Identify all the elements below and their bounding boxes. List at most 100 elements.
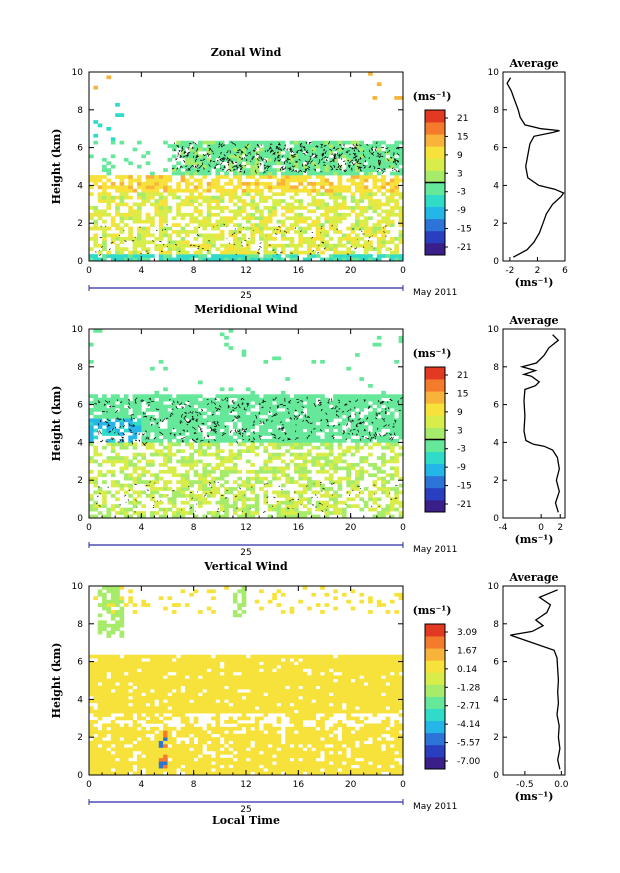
heatmap-cell bbox=[102, 654, 107, 659]
contour-segment bbox=[251, 486, 253, 488]
heatmap-cell bbox=[250, 394, 256, 399]
heatmap-cell bbox=[158, 257, 164, 262]
heatmap-cell bbox=[241, 254, 247, 258]
contour-segment bbox=[140, 399, 143, 402]
heatmap-cell bbox=[293, 219, 299, 224]
heatmap-cell bbox=[324, 188, 330, 193]
contour-segment bbox=[393, 432, 396, 436]
heatmap-cell bbox=[355, 236, 360, 241]
contour-segment bbox=[304, 160, 308, 163]
heatmap-cell bbox=[363, 164, 369, 169]
heatmap-cell bbox=[263, 243, 269, 248]
contour-segment bbox=[309, 422, 313, 424]
heatmap-cell bbox=[289, 195, 295, 200]
colorbar-segment bbox=[425, 182, 445, 186]
contour-segment bbox=[175, 406, 178, 410]
contour-segment bbox=[289, 500, 291, 502]
heatmap-cell bbox=[272, 254, 277, 258]
heatmap-cell bbox=[106, 661, 112, 666]
heatmap-cell bbox=[123, 483, 129, 488]
heatmap-cell bbox=[328, 473, 334, 478]
heatmap-cell bbox=[341, 411, 347, 416]
heatmap-cell bbox=[307, 411, 312, 416]
y-tick-label: 4 bbox=[77, 438, 83, 448]
heatmap-cell bbox=[250, 487, 256, 491]
contour-segment bbox=[282, 439, 285, 442]
heatmap-cell bbox=[176, 188, 181, 193]
heatmap-cell bbox=[228, 404, 234, 409]
heatmap-cell bbox=[106, 507, 112, 512]
heatmap-cell bbox=[359, 425, 365, 429]
heatmap-cell bbox=[237, 209, 242, 214]
heatmap-cell bbox=[398, 397, 404, 402]
contour-segment bbox=[226, 150, 229, 154]
heatmap-cell bbox=[102, 599, 107, 604]
heatmap-cell bbox=[298, 151, 303, 155]
heatmap-cell bbox=[337, 168, 343, 172]
heatmap-cell bbox=[115, 747, 120, 752]
heatmap-cell bbox=[115, 206, 120, 210]
heatmap-cell bbox=[272, 445, 277, 450]
heatmap-cell bbox=[285, 497, 290, 502]
contour-segment bbox=[226, 489, 228, 492]
heatmap-cell bbox=[89, 175, 94, 179]
heatmap-cell bbox=[346, 490, 351, 495]
heatmap-cell bbox=[346, 178, 351, 183]
heatmap-cell bbox=[193, 230, 199, 234]
heatmap-cell bbox=[150, 511, 155, 515]
heatmap-cell bbox=[232, 240, 238, 245]
heatmap-cell bbox=[189, 497, 194, 502]
contour-segment bbox=[352, 146, 357, 150]
heatmap-cell bbox=[193, 435, 199, 440]
heatmap-cell bbox=[136, 140, 142, 145]
contour-segment bbox=[246, 403, 249, 407]
heatmap-cell bbox=[381, 140, 386, 145]
heatmap-cell bbox=[298, 466, 303, 471]
heatmap-cell bbox=[102, 750, 107, 755]
heatmap-cell bbox=[246, 469, 251, 474]
heatmap-cell bbox=[250, 254, 256, 258]
heatmap-cell bbox=[136, 216, 142, 221]
heatmap-cell bbox=[346, 188, 351, 193]
heatmap-cell bbox=[398, 178, 404, 183]
heatmap-cell bbox=[154, 425, 160, 429]
heatmap-cell bbox=[180, 411, 186, 416]
heatmap-cell bbox=[293, 404, 299, 409]
heatmap-cell bbox=[350, 192, 356, 197]
heatmap-cell bbox=[259, 425, 264, 429]
heatmap-cell bbox=[376, 171, 382, 176]
heatmap-cell bbox=[189, 445, 194, 450]
contour-segment bbox=[209, 426, 213, 431]
contour-segment bbox=[388, 149, 391, 152]
heatmap-cell bbox=[102, 761, 107, 765]
heatmap-cell bbox=[324, 257, 330, 262]
heatmap-cell bbox=[346, 504, 351, 508]
heatmap-cell bbox=[241, 442, 247, 447]
contour-segment bbox=[107, 423, 109, 428]
colorbar-segment bbox=[425, 415, 445, 419]
contour-segment bbox=[278, 148, 281, 151]
heatmap-cell bbox=[136, 411, 142, 416]
heatmap-cell bbox=[324, 178, 330, 183]
contour-segment bbox=[397, 400, 400, 404]
contour-segment bbox=[390, 498, 393, 500]
contour-segment bbox=[302, 411, 305, 414]
heatmap-cell bbox=[368, 257, 373, 262]
heatmap-cell bbox=[198, 181, 203, 186]
heatmap-cell bbox=[389, 144, 395, 148]
heatmap-cell bbox=[110, 257, 116, 262]
contour-segment bbox=[278, 427, 281, 430]
y-axis-title: Height (km) bbox=[50, 386, 63, 462]
heatmap-cell bbox=[171, 192, 177, 197]
heatmap-cell bbox=[389, 404, 395, 409]
heatmap-cell bbox=[198, 421, 203, 426]
heatmap-cell bbox=[293, 442, 299, 447]
heatmap-cell bbox=[136, 408, 142, 412]
contour-segment bbox=[237, 148, 241, 152]
heatmap-cell bbox=[224, 514, 229, 519]
heatmap-cell bbox=[136, 480, 142, 484]
heatmap-cell bbox=[202, 195, 208, 200]
heatmap-cell bbox=[150, 254, 155, 258]
heatmap-cell bbox=[97, 199, 103, 203]
heatmap-cell bbox=[119, 421, 125, 426]
